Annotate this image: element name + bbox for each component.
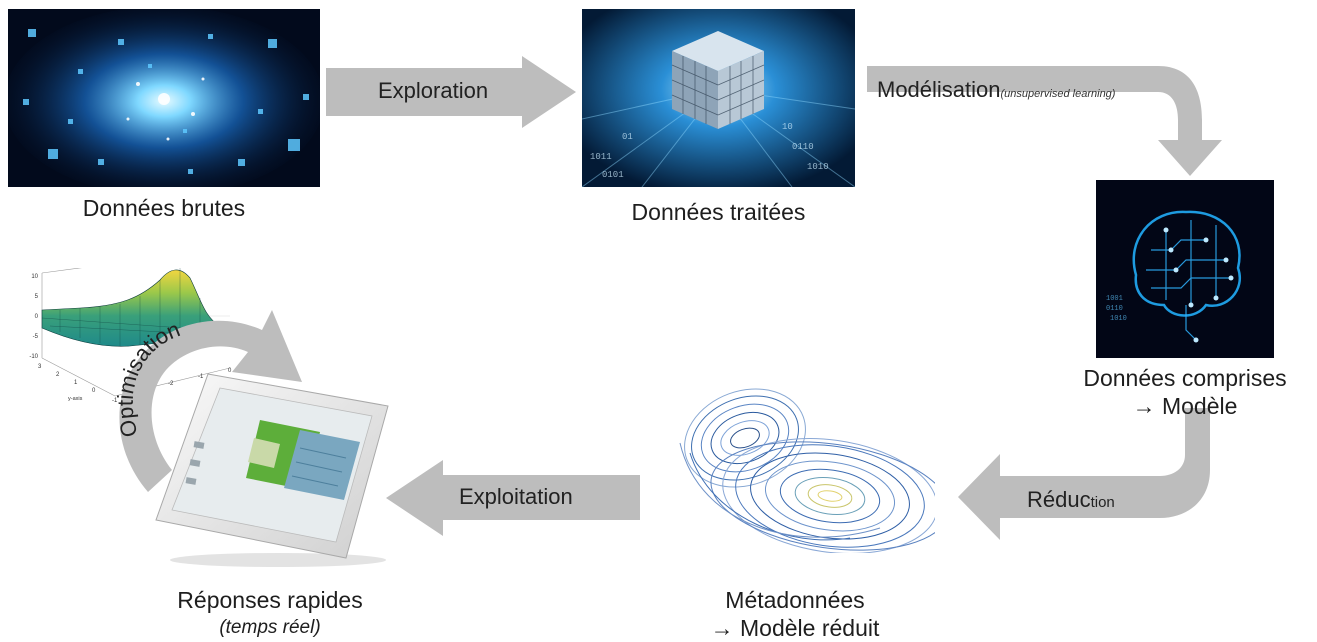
- modelisation-label-main: Modélisation: [877, 77, 1001, 102]
- z-tick: -5: [33, 334, 39, 340]
- svg-text:1011: 1011: [590, 152, 612, 162]
- lorenz-attractor-image: [679, 388, 935, 553]
- processed-data-caption: Données traitées: [631, 199, 806, 225]
- metadata-caption-line2: → Modèle réduit: [710, 615, 880, 641]
- data-particles-image: [8, 9, 320, 187]
- svg-text:01: 01: [622, 132, 633, 142]
- raw-data-image: [8, 9, 320, 187]
- svg-text:1010: 1010: [807, 162, 829, 172]
- x-tick: -1: [198, 374, 204, 380]
- exploration-label: Exploration: [378, 78, 489, 103]
- y-tick: 0: [92, 388, 96, 394]
- x-tick: -2: [168, 381, 174, 387]
- metadata-image: [650, 378, 935, 553]
- svg-text:10: 10: [782, 122, 793, 132]
- svg-text:0101: 0101: [602, 170, 624, 180]
- y-tick: 1: [74, 380, 78, 386]
- understood-data-caption-line1: Données comprises: [1083, 365, 1287, 391]
- svg-text:1001: 1001: [1106, 295, 1123, 303]
- processed-data-image: 1011 0101 0110 1010 01 10: [582, 9, 855, 187]
- fast-answers-caption-line1: Réponses rapides: [177, 587, 363, 613]
- understood-data-caption: Données comprises → Modèle: [1050, 364, 1317, 420]
- fast-answers-caption: Réponses rapides (temps réel): [140, 586, 400, 642]
- y-tick: -1: [112, 398, 118, 404]
- svg-text:1010: 1010: [1110, 315, 1127, 323]
- y-tick: 2: [56, 372, 60, 378]
- tablet: [150, 368, 395, 568]
- circuit-brain-image: 1001 0110 1010: [1096, 180, 1274, 358]
- exploitation-label: Exploitation: [459, 484, 573, 509]
- modelisation-arrow: [867, 66, 1222, 176]
- x-tick: 0: [228, 368, 232, 374]
- y-axis-label: y-axis: [68, 396, 83, 402]
- z-tick: -10: [29, 354, 38, 360]
- y-tick: 3: [38, 364, 42, 370]
- reduction-arrow: [958, 408, 1210, 540]
- fast-answers-caption-line2: (temps réel): [219, 617, 321, 638]
- z-tick: 5: [35, 294, 39, 300]
- exploitation-arrow: [386, 460, 640, 536]
- svg-text:0110: 0110: [1106, 305, 1123, 313]
- exploration-arrow: [326, 56, 576, 128]
- metadata-caption: Métadonnées → Modèle réduit: [660, 586, 930, 642]
- svg-text:0110: 0110: [792, 142, 814, 152]
- reduction-label: Réduction: [1027, 487, 1115, 513]
- z-tick: 0: [35, 314, 39, 320]
- raw-data-caption: Données brutes: [82, 195, 246, 221]
- modelisation-note: (unsupervised learning): [1000, 88, 1116, 100]
- optimisation-label: Optimisation: [113, 316, 184, 439]
- metadata-caption-line1: Métadonnées: [725, 587, 865, 613]
- tablet-image: [155, 373, 389, 567]
- understood-data-caption-line2: → Modèle: [1132, 393, 1238, 419]
- modelisation-label: Modélisation(unsupervised learning): [877, 77, 1115, 103]
- z-tick: 10: [31, 274, 38, 280]
- optimisation-label-layer: Optimisation: [113, 316, 184, 439]
- reduction-label-main: Réduc: [1027, 487, 1091, 512]
- understood-data-image: 1001 0110 1010: [1096, 180, 1274, 358]
- optimisation-arrow: [119, 310, 302, 492]
- reduction-label-small: tion: [1090, 494, 1115, 511]
